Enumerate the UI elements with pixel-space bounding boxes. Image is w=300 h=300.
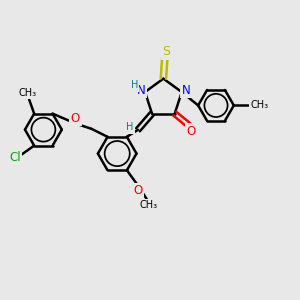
- Text: H: H: [126, 122, 134, 132]
- Text: S: S: [162, 45, 170, 58]
- Text: O: O: [71, 112, 80, 125]
- Text: H: H: [131, 80, 138, 91]
- Text: CH₃: CH₃: [250, 100, 269, 110]
- Text: CH₃: CH₃: [139, 200, 157, 210]
- Text: Cl: Cl: [9, 152, 21, 164]
- Text: N: N: [137, 84, 146, 97]
- Text: O: O: [134, 184, 143, 197]
- Text: O: O: [187, 125, 196, 138]
- Text: N: N: [182, 84, 190, 97]
- Text: CH₃: CH₃: [19, 88, 37, 98]
